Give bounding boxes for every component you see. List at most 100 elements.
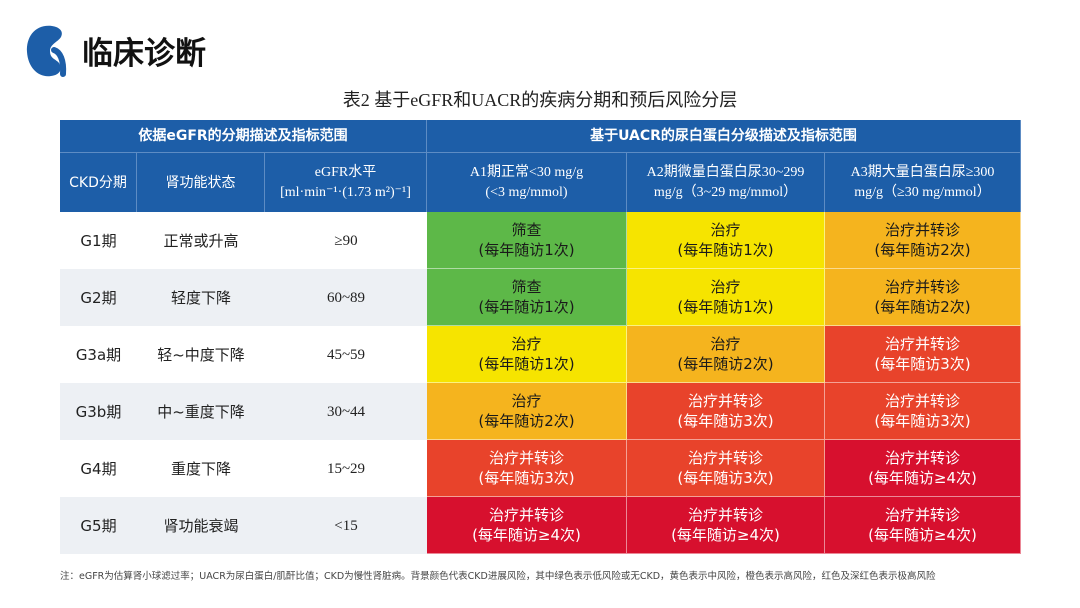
cell-text: 轻~中度下降 (157, 345, 245, 364)
cell-text: (每年随访2次) (478, 412, 575, 430)
row-cell: 轻度下降 (137, 269, 265, 326)
cell-text: 治疗并转诊 (884, 392, 960, 410)
column-header: A2期微量白蛋白尿30~299 mg/g（3~29 mg/mmol） (627, 152, 825, 212)
cell-text: (每年随访1次) (677, 241, 774, 259)
row-cell: 轻~中度下降 (137, 326, 265, 383)
row-cell: G3a期 (60, 326, 137, 383)
column-header: CKD分期 (60, 152, 137, 212)
risk-cell: 治疗并转诊 (每年随访≥4次) (825, 440, 1021, 497)
footnote: 注：eGFR为估算肾小球滤过率；UACR为尿白蛋白/肌酐比值；CKD为慢性肾脏病… (60, 571, 936, 582)
row-cell: 肾功能衰竭 (137, 497, 265, 554)
column-header: A3期大量白蛋白尿≥300 mg/g（≥30 mg/mmol） (825, 152, 1021, 212)
cell-text: (每年随访3次) (478, 469, 575, 487)
cell-text: 轻度下降 (170, 288, 231, 307)
cell-text: (每年随访≥4次) (671, 526, 780, 544)
cell-text: 治疗 (710, 278, 741, 296)
risk-cell: 治疗 (每年随访2次) (627, 326, 825, 383)
cell-text: 治疗并转诊 (884, 506, 960, 524)
cell-text: 治疗并转诊 (687, 506, 763, 524)
cell-text: G3b期 (75, 402, 122, 421)
row-cell: 45~59 (265, 326, 427, 383)
cell-text: 筛查 (511, 278, 542, 296)
cell-text: 治疗并转诊 (488, 506, 564, 524)
cell-text: 治疗 (511, 392, 542, 410)
cell-text: 重度下降 (170, 459, 231, 478)
cell-text: 治疗 (511, 335, 542, 353)
risk-cell: 筛查 (每年随访1次) (427, 269, 627, 326)
cell-text: G1期 (80, 231, 117, 250)
risk-cell: 治疗并转诊 (每年随访3次) (825, 383, 1021, 440)
cell-text: (每年随访3次) (677, 469, 774, 487)
cell-text: 45~59 (326, 346, 366, 363)
row-cell: G3b期 (60, 383, 137, 440)
row-cell: <15 (265, 497, 427, 554)
header-text: 依据eGFR的分期描述及指标范围 (138, 128, 348, 144)
cell-text: (每年随访1次) (478, 241, 575, 259)
risk-cell: 治疗 (每年随访2次) (427, 383, 627, 440)
cell-text: (每年随访≥4次) (868, 526, 977, 544)
header-line: [ml·min⁻¹·(1.73 m²)⁻¹] (280, 184, 411, 200)
group-header: 依据eGFR的分期描述及指标范围 (60, 120, 427, 152)
cell-text: 中~重度下降 (157, 402, 245, 421)
row-cell: 中~重度下降 (137, 383, 265, 440)
risk-cell: 治疗并转诊 (每年随访3次) (427, 440, 627, 497)
header-line: mg/g（3~29 mg/mmol） (653, 184, 798, 200)
cell-text: 正常或升高 (163, 231, 239, 250)
header-line: (<3 mg/mmol) (485, 184, 568, 200)
row-cell: G4期 (60, 440, 137, 497)
cell-text: 60~89 (326, 289, 366, 306)
cell-text: (每年随访≥4次) (868, 469, 977, 487)
header-line: CKD分期 (69, 174, 127, 191)
row-cell: ≥90 (265, 212, 427, 269)
row-cell: 重度下降 (137, 440, 265, 497)
cell-text: (每年随访≥4次) (472, 526, 581, 544)
kidney-icon (26, 25, 67, 77)
risk-cell: 治疗并转诊 (每年随访3次) (825, 326, 1021, 383)
cell-text: 治疗 (710, 335, 741, 353)
header-line: 肾功能状态 (165, 174, 236, 191)
cell-text: 治疗并转诊 (884, 335, 960, 353)
table-caption: 表2 基于eGFR和UACR的疾病分期和预后风险分层 (342, 90, 738, 110)
cell-text: 治疗并转诊 (884, 449, 960, 467)
risk-cell: 治疗并转诊 (每年随访≥4次) (427, 497, 627, 554)
cell-text: (每年随访3次) (874, 355, 971, 373)
risk-cell: 治疗并转诊 (每年随访3次) (627, 440, 825, 497)
row-cell: G1期 (60, 212, 137, 269)
table: 依据eGFR的分期描述及指标范围 基于UACR的尿白蛋白分级描述及指标范围 CKD分… (60, 120, 1021, 554)
cell-text: G4期 (80, 459, 117, 478)
cell-text: 治疗并转诊 (884, 278, 960, 296)
risk-cell: 治疗并转诊 (每年随访≥4次) (627, 497, 825, 554)
cell-text: (每年随访3次) (874, 412, 971, 430)
risk-cell: 治疗并转诊 (每年随访2次) (825, 269, 1021, 326)
header-line: eGFR水平 (314, 164, 377, 180)
row-cell: G2期 (60, 269, 137, 326)
cell-text: 30~44 (326, 403, 366, 420)
risk-cell: 筛查 (每年随访1次) (427, 212, 627, 269)
risk-cell: 治疗 (每年随访1次) (627, 269, 825, 326)
cell-text: (每年随访1次) (478, 298, 575, 316)
cell-text: G3a期 (75, 345, 122, 364)
cell-text: 治疗 (710, 221, 741, 239)
page-title: 临床诊断 (82, 36, 206, 72)
column-header: A1期正常<30 mg/g (<3 mg/mmol) (427, 152, 627, 212)
cell-text: 治疗并转诊 (884, 221, 960, 239)
header-line: A2期微量白蛋白尿30~299 (646, 164, 805, 180)
cell-text: (每年随访1次) (478, 355, 575, 373)
group-header: 基于UACR的尿白蛋白分级描述及指标范围 (427, 120, 1021, 152)
cell-text: (每年随访1次) (677, 298, 774, 316)
header-text: 基于UACR的尿白蛋白分级描述及指标范围 (590, 128, 857, 144)
cell-text: 治疗并转诊 (488, 449, 564, 467)
risk-cell: 治疗并转诊 (每年随访≥4次) (825, 497, 1021, 554)
cell-text: 筛查 (511, 221, 542, 239)
cell-text: <15 (334, 517, 358, 534)
cell-text: 肾功能衰竭 (163, 516, 239, 535)
cell-text: (每年随访2次) (874, 241, 971, 259)
row-cell: G5期 (60, 497, 137, 554)
cell-text: (每年随访2次) (677, 355, 774, 373)
cell-text: 治疗并转诊 (687, 392, 763, 410)
risk-cell: 治疗并转诊 (每年随访2次) (825, 212, 1021, 269)
row-cell: 60~89 (265, 269, 427, 326)
row-cell: 30~44 (265, 383, 427, 440)
row-cell: 15~29 (265, 440, 427, 497)
